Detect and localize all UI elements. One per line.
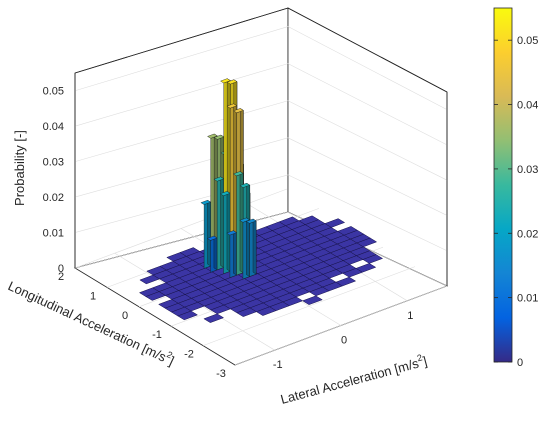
floor-cell	[203, 313, 225, 323]
gridline-y	[74, 188, 288, 269]
z-tick-label: 0.01	[43, 228, 64, 240]
y-tick-label: 1	[90, 290, 96, 302]
z-tick-label: 0	[58, 263, 64, 275]
bar	[206, 235, 218, 273]
z-tick-label: 0.03	[43, 157, 64, 169]
gridline-z	[287, 174, 448, 251]
z-tick-label: 0.05	[43, 86, 64, 98]
gridline-z	[74, 100, 289, 162]
gridline-y	[202, 266, 416, 346]
x-tick-labels: -1 0 1	[273, 310, 413, 371]
bar	[245, 218, 257, 277]
bar	[219, 190, 231, 275]
gridline-z	[74, 174, 289, 233]
z-tick-label: 0.02	[43, 192, 64, 204]
colorbar	[493, 7, 513, 363]
colorbar-tick-label: 0.04	[517, 100, 538, 112]
gridline-z	[74, 26, 289, 92]
x-tick-label: -1	[273, 359, 283, 371]
gridline-z	[74, 137, 289, 198]
y-tick-label: -2	[184, 349, 194, 361]
colorbar-tick-label: 0.02	[517, 228, 538, 240]
y-tick-label: -1	[152, 329, 162, 341]
bar	[200, 199, 212, 269]
gridline-y	[234, 285, 448, 366]
bar	[226, 103, 238, 272]
y-tick-label: 0	[122, 310, 128, 322]
y-tick-label: -3	[216, 368, 226, 380]
floor-cell	[355, 263, 377, 273]
bar	[239, 217, 251, 280]
floor-cell	[362, 254, 384, 264]
colorbar-tick-labels: 0 0.01 0.02 0.03 0.04 0.05	[494, 35, 538, 369]
gridline-z	[287, 26, 448, 110]
floor-cell	[177, 310, 199, 321]
x-tick-label: 1	[407, 310, 413, 322]
bar	[213, 176, 225, 271]
y-tick-labels: 2 1 0 -1 -2 -3	[58, 271, 226, 380]
z-tick-label: 0.04	[43, 121, 64, 133]
bar	[226, 230, 238, 278]
box-edge-top-left	[74, 7, 289, 74]
floor-cell	[302, 295, 323, 305]
colorbar-tick-label: 0.01	[517, 293, 538, 305]
floor-cell	[356, 237, 378, 248]
gridline-z	[287, 63, 448, 146]
floor-cell	[335, 276, 357, 287]
box-edge-top-right	[287, 7, 448, 93]
colorbar-tick-label: 0	[517, 357, 523, 369]
gridline-z	[287, 137, 448, 216]
y-tick-label: 2	[58, 271, 64, 283]
x-axis-label: Lateral Acceleration [m/s2]	[278, 351, 428, 407]
bars	[200, 78, 257, 280]
gridline-z	[287, 100, 448, 181]
x-tick-label: 0	[341, 335, 347, 347]
z-tick-labels: 0 0.01 0.02 0.03 0.04 0.05	[43, 86, 64, 275]
floor-cell	[324, 218, 346, 228]
z-axis-label: Probability [-]	[12, 130, 27, 206]
floor-cells	[138, 215, 384, 323]
colorbar-tick-label: 0.03	[517, 164, 538, 176]
gridline-z	[74, 63, 289, 127]
colorbar-tick-label: 0.05	[517, 35, 538, 47]
